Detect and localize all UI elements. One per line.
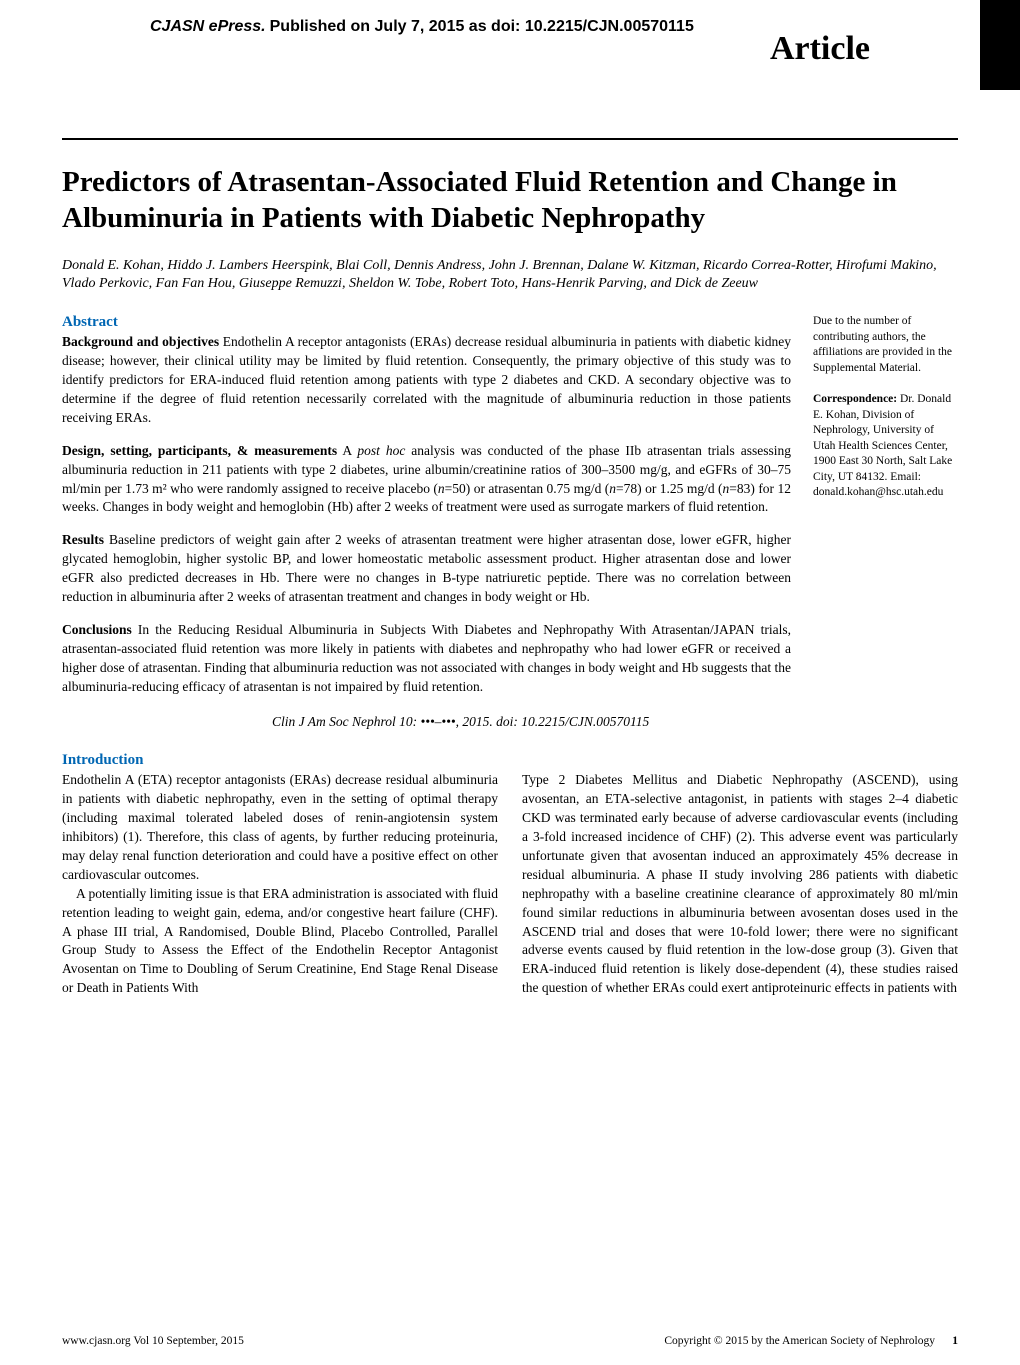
abstract-background: Background and objectives Endothelin A r… [62, 333, 791, 427]
d2: =78) or 1.25 mg/d ( [616, 481, 722, 496]
affiliation-note: Due to the number of contributing author… [813, 314, 958, 376]
conclusions-text: In the Reducing Residual Albuminuria in … [62, 622, 791, 694]
footer-right: Copyright © 2015 by the American Society… [664, 1335, 958, 1347]
abstract-column: Abstract Background and objectives Endot… [62, 314, 791, 710]
article-type-label: Article [770, 30, 870, 68]
conclusions-label: Conclusions [62, 622, 132, 637]
results-text: Baseline predictors of weight gain after… [62, 532, 791, 604]
design-pre: A [337, 443, 357, 458]
correspondence-text: Dr. Donald E. Kohan, Division of Nephrol… [813, 393, 952, 498]
abstract-results: Results Baseline predictors of weight ga… [62, 531, 791, 607]
intro-para-3: Type 2 Diabetes Mellitus and Diabetic Ne… [522, 771, 958, 998]
introduction-columns: Endothelin A (ETA) receptor antagonists … [62, 771, 958, 998]
abstract-conclusions: Conclusions In the Reducing Residual Alb… [62, 621, 791, 697]
d1: =50) or atrasentan 0.75 mg/d ( [445, 481, 610, 496]
copyright-text: Copyright © 2015 by the American Society… [664, 1335, 935, 1347]
results-label: Results [62, 532, 104, 547]
correspondence-block: Correspondence: Dr. Donald E. Kohan, Div… [813, 392, 958, 501]
article-title: Predictors of Atrasentan-Associated Flui… [62, 164, 958, 237]
intro-left-col: Endothelin A (ETA) receptor antagonists … [62, 771, 498, 998]
citation-line: Clin J Am Soc Nephrol 10: •••–•••, 2015.… [272, 714, 958, 730]
abstract-design: Design, setting, participants, & measure… [62, 442, 791, 518]
intro-para-1: Endothelin A (ETA) receptor antagonists … [62, 771, 498, 884]
introduction-heading: Introduction [62, 752, 958, 769]
background-label: Background and objectives [62, 334, 219, 349]
epress-details: Published on July 7, 2015 as doi: 10.221… [270, 18, 694, 36]
sidebar: Due to the number of contributing author… [813, 314, 958, 710]
footer-left: www.cjasn.org Vol 10 September, 2015 [62, 1335, 244, 1347]
author-list: Donald E. Kohan, Hiddo J. Lambers Heersp… [62, 257, 958, 295]
posthoc-italic: post hoc [357, 443, 405, 458]
intro-right-col: Type 2 Diabetes Mellitus and Diabetic Ne… [522, 771, 958, 998]
epress-journal: CJASN ePress. [150, 18, 266, 36]
correspondence-label: Correspondence: [813, 393, 897, 405]
title-rule [62, 138, 958, 140]
n-1: n [438, 481, 445, 496]
page-footer: www.cjasn.org Vol 10 September, 2015 Cop… [62, 1335, 958, 1347]
abstract-heading: Abstract [62, 314, 791, 331]
intro-para-2: A potentially limiting issue is that ERA… [62, 885, 498, 998]
page-number: 1 [952, 1335, 958, 1347]
right-black-bar [980, 0, 1020, 90]
design-label: Design, setting, participants, & measure… [62, 443, 337, 458]
